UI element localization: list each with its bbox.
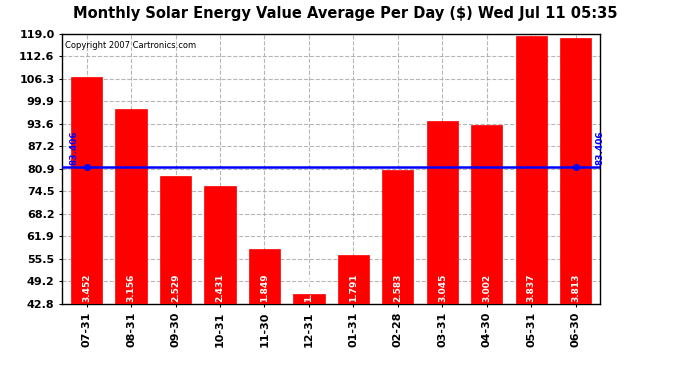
Text: 1.849: 1.849	[260, 274, 269, 302]
Bar	[204, 186, 235, 304]
Text: 83.406: 83.406	[70, 131, 79, 165]
Text: Copyright 2007 Cartronics.com: Copyright 2007 Cartronics.com	[65, 40, 196, 50]
Text: 2.431: 2.431	[215, 274, 224, 302]
Bar	[71, 77, 102, 304]
Bar	[160, 176, 191, 304]
Bar	[516, 36, 547, 304]
Text: Monthly Solar Energy Value Average Per Day ($) Wed Jul 11 05:35: Monthly Solar Energy Value Average Per D…	[72, 6, 618, 21]
Bar	[560, 38, 591, 304]
Bar	[293, 294, 324, 304]
Bar	[338, 255, 369, 304]
Bar	[115, 109, 146, 304]
Text: 2.529: 2.529	[171, 274, 180, 302]
Text: 2.583: 2.583	[393, 274, 402, 302]
Text: 3.837: 3.837	[527, 274, 536, 302]
Bar	[427, 120, 458, 304]
Text: 3.045: 3.045	[438, 274, 447, 302]
Bar	[382, 170, 413, 304]
Text: 3.452: 3.452	[82, 274, 91, 302]
Text: 3.002: 3.002	[482, 274, 491, 302]
Text: 3.156: 3.156	[126, 274, 135, 302]
Text: 1.791: 1.791	[349, 274, 358, 302]
Text: 83.406: 83.406	[595, 131, 605, 165]
Text: 1.430: 1.430	[304, 274, 313, 302]
Text: 3.813: 3.813	[571, 274, 580, 302]
Bar	[471, 125, 502, 304]
Bar	[249, 249, 280, 304]
